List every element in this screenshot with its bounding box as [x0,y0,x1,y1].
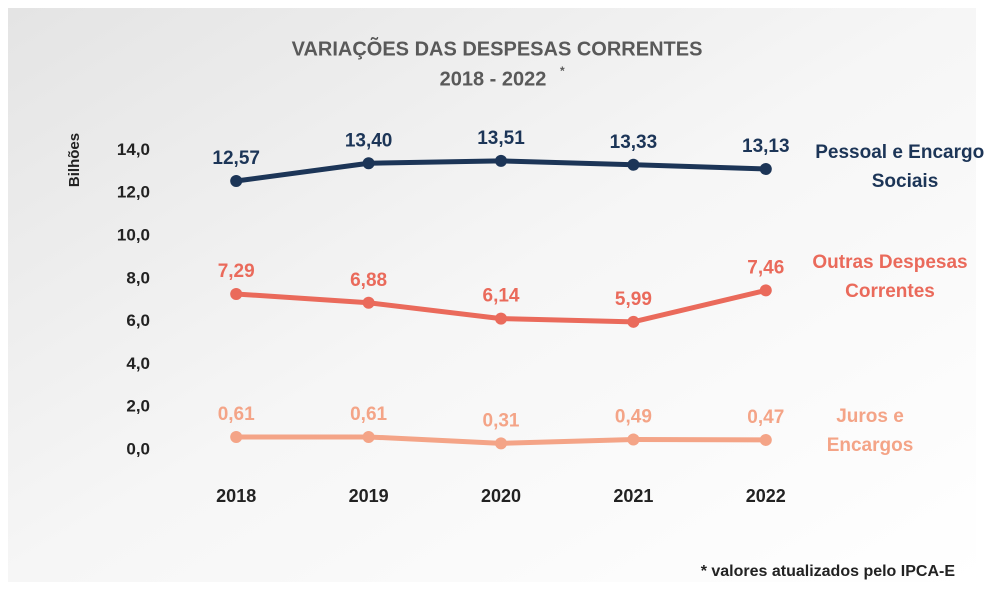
y-tick-label: 0,0 [126,439,150,458]
data-label: 7,46 [747,257,784,278]
x-tick-label: 2019 [349,486,389,506]
data-point [759,163,772,176]
x-tick-label: 2021 [613,486,653,506]
y-tick-label: 2,0 [126,397,150,416]
chart-title: VARIAÇÕES DAS DESPESAS CORRENTES [292,36,703,60]
data-label: 13,13 [742,136,790,157]
data-label: 7,29 [218,261,255,282]
data-point [362,157,375,170]
data-label: 0,61 [218,404,255,425]
data-label: 6,88 [350,270,387,291]
data-point [759,284,772,297]
data-point [230,175,243,188]
data-label: 12,57 [212,148,260,169]
data-label: 13,33 [610,132,658,153]
legend-label: Pessoal e Encargos Sociais [815,142,984,192]
data-label: 5,99 [615,289,652,310]
data-point [495,154,507,167]
x-tick-label: 2020 [481,486,521,506]
y-axis-label: Bilhões [66,133,83,187]
y-tick-label: 6,0 [126,311,150,330]
data-label: 0,49 [615,407,652,428]
data-point [362,430,375,443]
data-point [627,158,640,171]
data-point [627,433,640,446]
chart-subtitle: 2018 - 2022 [440,68,547,90]
x-tick-label: 2022 [746,486,786,506]
data-label: 0,61 [350,404,387,425]
data-point [230,430,243,443]
footnote: * valores atualizados pelo IPCA-E [701,563,956,580]
data-label: 0,47 [747,407,784,428]
data-point [495,437,507,450]
data-point [759,433,772,446]
data-label: 13,51 [477,128,525,149]
x-tick-label: 2018 [216,486,256,506]
y-tick-label: 4,0 [126,354,150,373]
data-label: 6,14 [483,286,520,307]
chart-background [8,8,976,582]
subtitle-note-mark: * [560,64,565,78]
y-tick-label: 14,0 [117,140,150,159]
data-point [230,287,243,300]
data-point [495,312,507,325]
legend-label: Juros e Encargos [826,406,914,456]
data-point [362,296,375,309]
data-point [627,315,640,328]
data-label: 13,40 [345,130,393,151]
y-tick-label: 12,0 [117,183,150,202]
legend-label: Outras Despesas Correntes [812,252,968,302]
data-label: 0,31 [483,410,520,431]
y-tick-label: 8,0 [126,268,150,287]
y-tick-label: 10,0 [117,225,150,244]
